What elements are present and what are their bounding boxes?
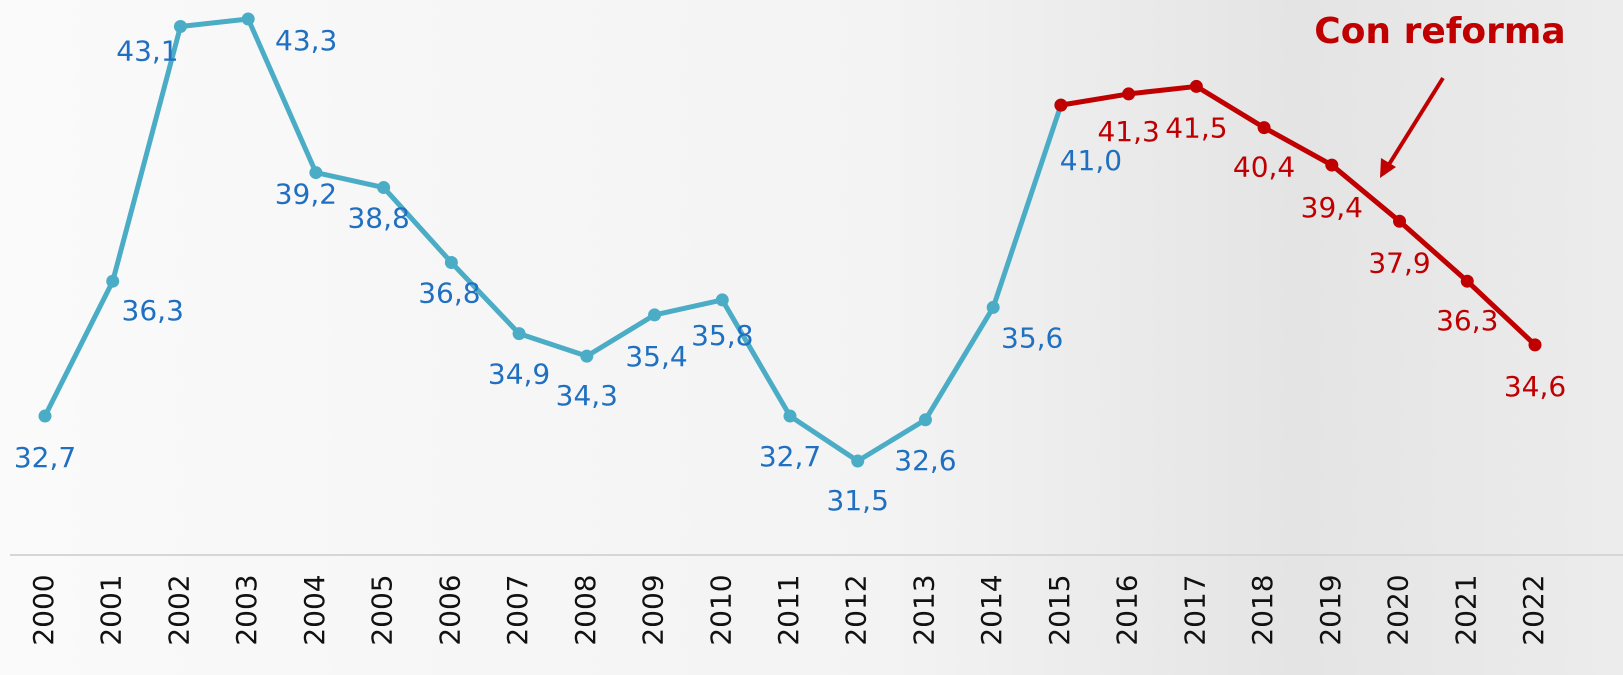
page: {"chart_data": {"type": "line", "annotat… [0,0,1623,675]
x-tick-label: 2003 [230,574,263,645]
data-label: 31,5 [827,484,889,517]
x-tick-label: 2015 [1043,574,1076,645]
point [1393,215,1406,228]
point [987,301,1000,314]
point [648,308,661,321]
point [1461,275,1474,288]
data-label: 41,0 [1060,144,1122,177]
point [377,181,390,194]
point [513,327,526,340]
x-tick-label: 2021 [1449,574,1482,645]
x-tick-label: 2018 [1246,574,1279,645]
x-tick-label: 2006 [433,574,466,645]
data-label: 37,9 [1368,246,1430,279]
x-tick-label: 2022 [1517,574,1550,645]
point [1122,87,1135,100]
data-label: 32,6 [894,444,956,477]
x-tick-label: 2007 [501,574,534,645]
data-label: 35,4 [625,340,687,373]
point [1325,159,1338,172]
x-tick-label: 2001 [95,574,128,645]
x-tick-label: 2000 [27,574,60,645]
point [919,413,932,426]
point [1258,121,1271,134]
data-label: 32,7 [759,440,821,473]
chart: Con reforma 2000 2001 2002 2003 2004 2005 2006… [0,0,1623,675]
point [716,293,729,306]
data-label: 36,8 [418,276,480,309]
data-label: 41,3 [1097,115,1159,148]
point [851,455,864,468]
data-label: 39,4 [1301,191,1363,224]
point [174,20,187,33]
series-line [45,19,1061,461]
x-tick-label: 2014 [975,574,1008,645]
x-tick-label: 2002 [162,574,195,645]
data-label: 41,5 [1165,111,1227,144]
x-tick-label: 2016 [1111,574,1144,645]
point [242,13,255,26]
x-tick-label: 2012 [840,574,873,645]
point [580,350,593,363]
data-label: 43,1 [116,34,178,67]
data-label: 38,8 [347,202,409,235]
data-label: 35,6 [1001,321,1063,354]
point [1054,99,1067,112]
data-label: 34,6 [1504,370,1566,403]
data-label: 34,9 [488,358,550,391]
x-tick-label: 2017 [1178,574,1211,645]
data-label: 35,8 [691,319,753,352]
annotation-arrow [1388,78,1443,166]
data-label: 32,7 [14,441,76,474]
x-tick-label: 2008 [569,574,602,645]
point [1529,338,1542,351]
data-label: 40,4 [1233,151,1295,184]
point [445,256,458,269]
point [784,410,797,423]
x-tick-label: 2011 [772,574,805,645]
data-label: 36,3 [1436,304,1498,337]
data-label: 34,3 [556,379,618,412]
x-tick-label: 2013 [907,574,940,645]
point [39,410,52,423]
annotation-arrowhead [1380,158,1396,178]
point [1190,80,1203,93]
data-label: 36,3 [122,294,184,327]
x-tick-label: 2005 [366,574,399,645]
x-tick-label: 2010 [704,574,737,645]
point [106,275,119,288]
x-tick-label: 2004 [298,574,331,645]
data-label: 43,3 [275,24,337,57]
x-tick-label: 2020 [1382,574,1415,645]
x-tick-label: 2009 [637,574,670,645]
annotation: Con reforma [1314,11,1565,52]
x-tick-label: 2019 [1314,574,1347,645]
data-label: 39,2 [275,178,337,211]
